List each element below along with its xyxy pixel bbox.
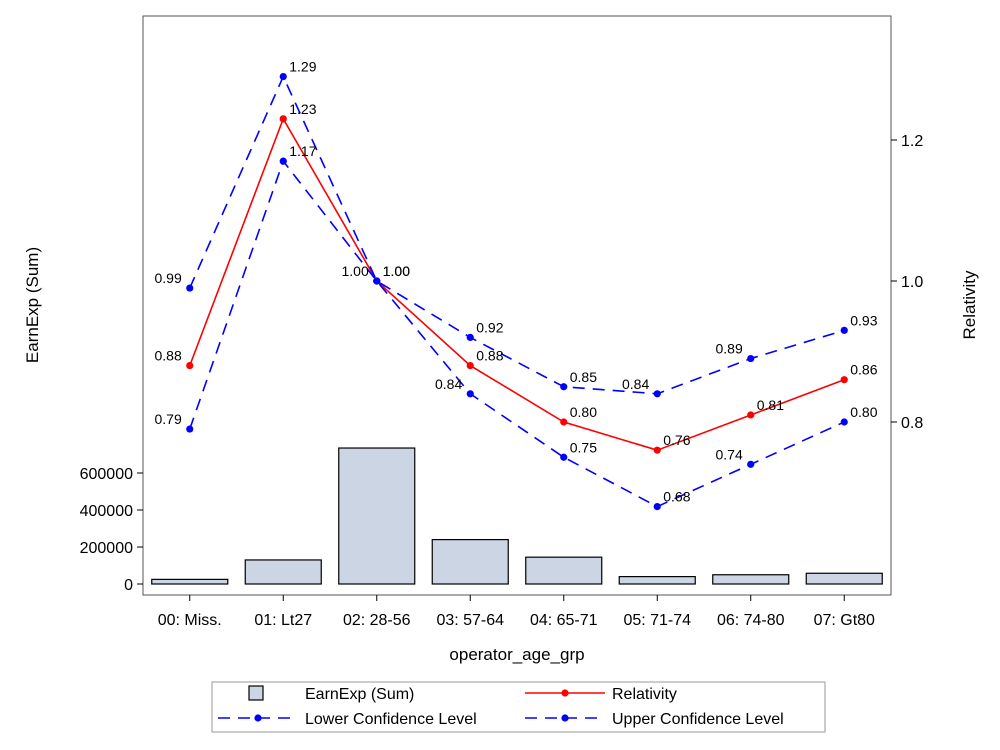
bar-5	[618, 575, 696, 585]
legend-swatch-marker-upper	[561, 714, 569, 722]
series-0-label-7: 0.86	[850, 362, 877, 378]
series-0-point-0	[186, 362, 194, 370]
legend-swatch-marker-relativity	[561, 689, 569, 697]
series-2-label-6: 0.89	[716, 341, 743, 357]
series-0-label-3: 0.88	[476, 348, 503, 364]
series-2-point-0	[186, 284, 194, 292]
series-0-label-2: 1.00	[342, 263, 369, 279]
series-1-label-6: 0.74	[716, 446, 743, 462]
series-2-label-4: 0.85	[570, 369, 597, 385]
series-0-point-1	[279, 115, 287, 123]
series-2-label-5: 0.84	[622, 376, 649, 392]
series-2-point-5	[653, 390, 661, 398]
series-0-label-1: 1.23	[289, 101, 316, 117]
lines-layer	[186, 72, 848, 511]
series-2-label-7: 0.93	[850, 312, 877, 328]
data-labels-layer: 0.88 1.23 1.00 0.88 0.80 0.76 0.81 0.86 0.79 1.17…	[155, 59, 878, 505]
x-tick-label-6: 06: 74-80	[717, 612, 785, 629]
bar-1	[244, 559, 322, 585]
x-tick-label-4: 04: 65-71	[530, 612, 598, 629]
legend-label-0: EarnExp (Sum)	[305, 686, 414, 703]
legend: EarnExp (Sum) Relativity Lower Confidence …	[211, 681, 826, 733]
x-tick-label-0: 00: Miss.	[158, 612, 222, 629]
left-axis-title: EarnExp (Sum)	[23, 247, 42, 363]
series-0-label-6: 0.81	[757, 397, 784, 413]
series-1-point-0	[186, 425, 194, 433]
x-tick-label-1: 01: Lt27	[254, 612, 312, 629]
series-0-point-7	[840, 376, 848, 384]
series-2-label-3: 0.92	[476, 319, 503, 335]
series-2-point-7	[840, 326, 848, 334]
right-axis: 0.8 1.0 1.2	[891, 133, 923, 432]
series-2-label-1: 1.29	[289, 59, 316, 75]
bar-0	[151, 578, 229, 585]
series-2-label-2: 1.00	[383, 263, 410, 279]
series-1-point-5	[653, 503, 661, 511]
x-axis: 00: Miss. 01: Lt27 02: 28-56 03: 57-64 04: 6…	[158, 595, 875, 629]
series-1-label-1: 1.17	[289, 143, 316, 159]
right-tick-label-0: 0.8	[901, 415, 923, 432]
series-1-label-3: 0.84	[435, 376, 462, 392]
right-axis-title: Relativity	[960, 270, 979, 339]
right-tick-label-1: 1.0	[901, 274, 923, 291]
series-1-label-2: 1.00	[383, 263, 410, 279]
series-1-label-4: 0.75	[570, 439, 597, 455]
x-axis-title: operator_age_grp	[449, 645, 584, 664]
left-tick-label-3: 600000	[80, 466, 133, 483]
series-1-label-0: 0.79	[155, 411, 182, 427]
x-tick-label-3: 03: 57-64	[436, 612, 504, 629]
legend-label-2: Lower Confidence Level	[305, 711, 477, 728]
series-1-point-7	[840, 418, 848, 426]
series-2-point-1	[279, 72, 287, 81]
legend-swatch-marker-lower	[254, 714, 262, 722]
legend-box	[211, 681, 826, 733]
series-0-label-5: 0.76	[663, 432, 690, 448]
x-tick-label-2: 02: 28-56	[343, 612, 411, 629]
series-1-point-4	[560, 453, 568, 461]
right-tick-label-2: 1.2	[901, 133, 923, 150]
series-2-point-3	[466, 333, 474, 341]
legend-swatch-bar	[248, 685, 264, 701]
bar-4	[525, 556, 603, 585]
bar-2	[338, 447, 416, 585]
series-2-label-0: 0.99	[155, 270, 182, 286]
bar-7	[805, 572, 883, 585]
series-0-point-5	[653, 446, 661, 454]
series-1-label-7: 0.80	[850, 404, 877, 420]
left-tick-label-1: 200000	[80, 540, 133, 557]
bars-layer	[151, 447, 883, 585]
x-tick-label-5: 05: 71-74	[623, 612, 691, 629]
left-axis: 0 200000 400000 600000	[80, 466, 143, 594]
legend-label-1: Relativity	[612, 686, 677, 703]
left-tick-label-0: 0	[124, 577, 133, 594]
series-2-point-2	[373, 277, 381, 285]
series-line-0	[189, 116, 845, 452]
left-tick-label-2: 400000	[80, 503, 133, 520]
series-0-label-4: 0.80	[570, 404, 597, 420]
series-1-point-6	[747, 460, 755, 468]
series-0-point-4	[560, 418, 568, 426]
series-line-1	[188, 159, 845, 508]
series-0-point-3	[466, 362, 474, 370]
plot-frame	[142, 15, 892, 596]
x-tick-label-7: 07: Gt80	[814, 612, 875, 629]
series-1-label-5: 0.68	[663, 489, 690, 505]
series-0-label-0: 0.88	[155, 348, 182, 364]
series-1-point-3	[466, 390, 474, 398]
legend-label-3: Upper Confidence Level	[612, 711, 784, 728]
series-0-point-6	[747, 411, 755, 419]
series-1-point-1	[279, 157, 287, 165]
bar-3	[431, 538, 509, 585]
series-2-point-4	[560, 383, 568, 391]
bar-6	[712, 574, 790, 585]
series-2-point-6	[747, 354, 755, 363]
series-line-2	[189, 74, 845, 395]
